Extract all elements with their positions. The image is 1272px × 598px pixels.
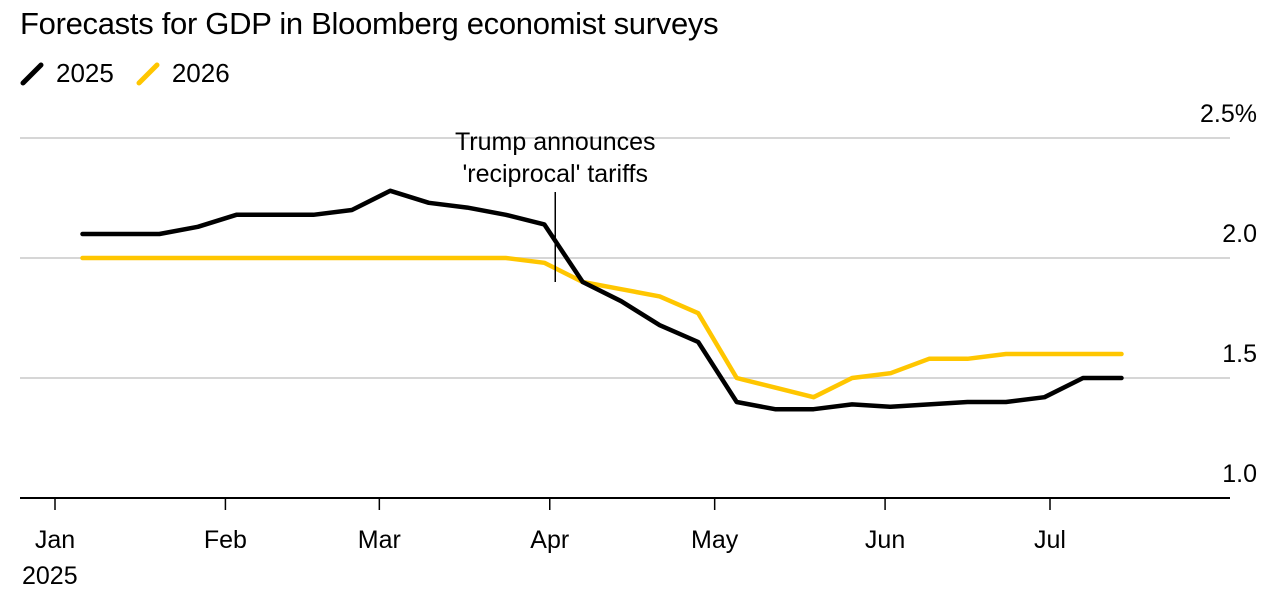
annotation-text: Trump announces: [455, 128, 656, 156]
legend-swatch-2026: [136, 62, 160, 85]
y-axis-tick-labels: 2.5% 2.0 1.5 1.0: [1200, 100, 1257, 488]
x-tick-label: Jan: [35, 526, 75, 554]
legend-label-2025: 2025: [56, 58, 114, 88]
x-axis: Jan 2025 Feb Mar Apr May Jun Jul: [20, 497, 1230, 590]
legend-line-2025: [20, 62, 44, 85]
x-tick-label: Feb: [204, 526, 247, 554]
y-tick-label: 2.0: [1222, 220, 1257, 248]
annotation-text: 'reciprocal' tariffs: [462, 160, 648, 188]
series-line-2026: [80, 255, 1124, 400]
legend-item-2026: 2026: [136, 58, 230, 89]
legend-label-2026: 2026: [171, 58, 230, 88]
x-tick-label: May: [691, 526, 739, 554]
annotations: Trump announces 'reciprocal' tariffs: [455, 128, 656, 282]
x-tick-label: Jun: [865, 526, 905, 554]
y-tick-label: 2.5%: [1200, 100, 1257, 128]
x-tick-label: Jul: [1034, 526, 1066, 554]
legend-swatch-2025: [20, 62, 44, 85]
y-tick-label: 1.0: [1222, 460, 1257, 488]
chart-title: Forecasts for GDP in Bloomberg economist…: [20, 6, 719, 41]
x-tick-label: Mar: [358, 526, 401, 554]
y-tick-label: 1.5: [1222, 340, 1257, 368]
legend-item-2025: 2025: [20, 58, 114, 89]
legend-line-2026: [136, 62, 160, 85]
x-tick-label: Apr: [530, 526, 569, 554]
series-line-2025: [80, 188, 1124, 412]
series-lines: [80, 188, 1124, 412]
x-tick-year-label: 2025: [22, 562, 78, 590]
chart-legend: 2025 2026: [20, 58, 252, 89]
